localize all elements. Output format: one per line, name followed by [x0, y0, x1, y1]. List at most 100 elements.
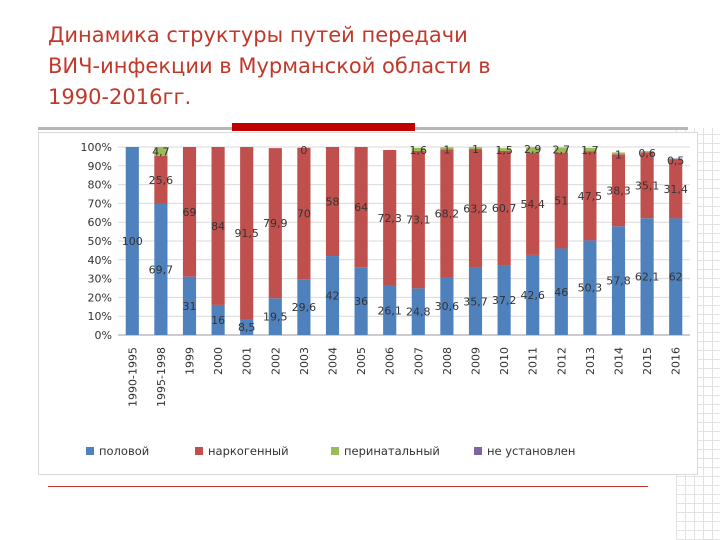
- bar-segment: [583, 151, 597, 241]
- x-tick-label: 2012: [555, 347, 568, 375]
- data-label: 73,1: [406, 214, 431, 227]
- bar-segment: [411, 150, 425, 289]
- bar-segment: [297, 147, 311, 280]
- x-tick-label: 2016: [670, 347, 683, 375]
- data-label: 68,2: [435, 207, 460, 220]
- bar-segment: [440, 277, 454, 335]
- bar-segment: [383, 285, 397, 335]
- bar-segment: [268, 148, 282, 299]
- bar-segment: [383, 150, 397, 286]
- y-tick-label: 20%: [88, 291, 112, 304]
- x-tick-label: 2002: [269, 347, 282, 375]
- data-label: 54,4: [520, 198, 545, 211]
- bar-segment: [211, 147, 225, 305]
- bar-segment: [554, 147, 568, 153]
- x-tick-label: 2008: [441, 347, 454, 375]
- data-label: 69,7: [149, 263, 174, 276]
- bar-segment: [640, 151, 654, 153]
- bar-segment: [526, 152, 540, 255]
- data-label: 8,5: [238, 321, 256, 334]
- bar-segment: [297, 279, 311, 335]
- data-label: 46: [554, 286, 568, 299]
- x-tick-label: 2015: [641, 347, 654, 375]
- legend-label: не установлен: [487, 444, 575, 458]
- data-label: 1,6: [410, 144, 428, 157]
- data-label: 36: [354, 295, 368, 308]
- legend-label: наркогенный: [208, 444, 289, 458]
- data-label: 69: [183, 206, 197, 219]
- data-label: 0: [300, 144, 307, 157]
- data-label: 100: [122, 235, 143, 248]
- y-tick-label: 60%: [88, 216, 112, 229]
- bar-segment: [554, 248, 568, 335]
- title-underline-red: [232, 123, 415, 131]
- bar-segment: [611, 152, 626, 155]
- y-axis-tick-labels: 0% 10% 20% 30% 40% 50% 60% 70% 80% 90% 100%: [81, 141, 112, 342]
- bar-segment: [669, 158, 683, 160]
- data-label: 26,1: [377, 304, 402, 317]
- y-tick-label: 50%: [88, 235, 112, 248]
- data-label: 62: [669, 271, 683, 284]
- x-tick-label: 1995-1998: [155, 347, 168, 407]
- data-label: 2,7: [553, 144, 571, 157]
- bar-segment: [154, 147, 168, 156]
- x-tick-label: 2004: [327, 347, 340, 375]
- data-label: 1,7: [581, 144, 599, 157]
- slide-title: Динамика структуры путей передачи ВИЧ-ин…: [48, 23, 491, 109]
- bar-segment: [154, 155, 168, 204]
- x-tick-label: 2014: [613, 347, 626, 375]
- data-label: 1: [615, 148, 622, 161]
- x-tick-label: 2013: [584, 347, 597, 375]
- bar-segment: [468, 267, 483, 335]
- footer-line: [48, 486, 648, 487]
- x-tick-label: 2001: [241, 347, 254, 375]
- bar-segment: [240, 147, 254, 320]
- bar-segment: [526, 254, 540, 335]
- x-tick-label: 2006: [384, 347, 397, 375]
- x-tick-label: 2005: [355, 347, 368, 375]
- data-label: 42: [326, 290, 340, 303]
- x-axis-tick-labels: 1990-1995 1995-1998 1999 2000 2001 2002 2003 20…: [126, 347, 682, 407]
- bar-segment: [182, 147, 197, 277]
- y-tick-label: 100%: [81, 141, 112, 154]
- data-label: 2,9: [524, 143, 542, 156]
- x-tick-label: 2007: [412, 347, 425, 375]
- x-tick-label: 2009: [470, 347, 483, 375]
- data-label: 63,2: [463, 202, 488, 215]
- bar-segment: [497, 150, 511, 266]
- bar-segment: [411, 147, 425, 151]
- data-label: 47,5: [578, 190, 603, 203]
- y-tick-label: 10%: [88, 310, 112, 323]
- bar-segment: [440, 147, 454, 150]
- bar-segment: [154, 203, 168, 335]
- y-tick-label: 0%: [95, 329, 112, 342]
- data-label: 70: [297, 208, 311, 221]
- legend-swatch: [331, 447, 339, 455]
- bar-segment: [440, 149, 454, 278]
- data-label: 60,7: [492, 202, 517, 215]
- y-tick-label: 30%: [88, 273, 112, 286]
- bar-segment: [611, 226, 626, 335]
- x-tick-label: 1999: [184, 347, 197, 375]
- data-label: 4,7: [152, 145, 170, 158]
- bar-segment: [182, 276, 197, 335]
- data-label: 25,6: [149, 174, 174, 187]
- bar-segment: [354, 147, 368, 268]
- bar-segment: [497, 148, 511, 151]
- bar-segment: [125, 147, 139, 335]
- bar-segment: [669, 159, 683, 219]
- data-label: 35,7: [463, 295, 488, 308]
- y-tick-label: 80%: [88, 179, 112, 192]
- legend-swatch: [86, 447, 94, 455]
- bar-segment: [497, 265, 511, 335]
- data-label: 91,5: [234, 227, 259, 240]
- x-tick-label: 1990-1995: [126, 347, 139, 407]
- bar-segment: [325, 147, 340, 257]
- bar-segment: [526, 147, 540, 153]
- y-tick-label: 40%: [88, 254, 112, 267]
- data-label: 35,1: [635, 179, 660, 192]
- legend-label: перинатальный: [344, 444, 440, 458]
- legend-swatch: [474, 447, 482, 455]
- x-tick-label: 2000: [212, 347, 225, 375]
